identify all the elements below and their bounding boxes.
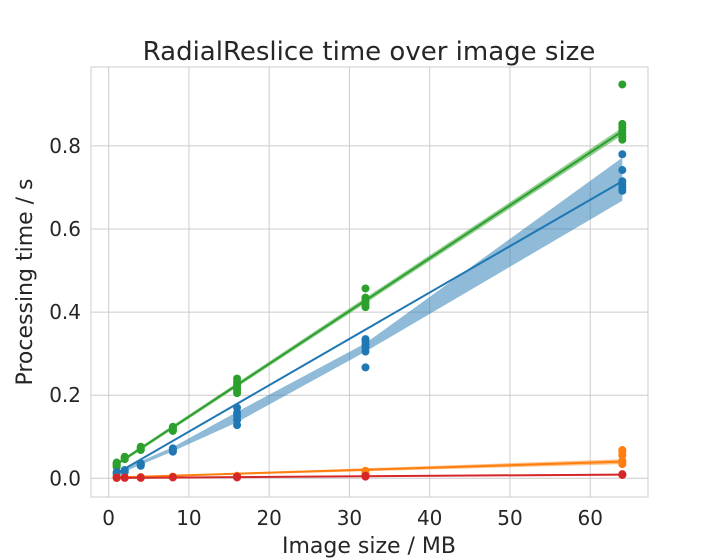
data-point — [136, 459, 145, 468]
data-point — [618, 80, 627, 89]
data-point — [233, 472, 242, 481]
data-point — [361, 363, 370, 372]
data-point — [120, 452, 129, 461]
y-tick-label: 0.2 — [49, 383, 81, 407]
x-tick-label: 0 — [102, 506, 115, 530]
data-point — [233, 403, 242, 412]
chart-title: RadialReslice time over image size — [143, 37, 596, 67]
plot-area-background — [90, 66, 649, 498]
data-point — [112, 473, 121, 482]
data-point — [618, 119, 627, 128]
x-tick-label: 10 — [176, 506, 201, 530]
data-point — [618, 177, 627, 186]
fit-lines — [116, 130, 623, 479]
data-point — [136, 473, 145, 482]
data-point — [168, 444, 177, 453]
fit-line-series-1 — [116, 130, 623, 466]
data-point — [361, 284, 370, 293]
fit-line-series-3 — [116, 460, 623, 479]
x-tick-label: 50 — [497, 506, 522, 530]
data-point — [361, 293, 370, 302]
data-point — [120, 473, 129, 482]
data-point — [618, 446, 627, 455]
data-point — [168, 473, 177, 482]
y-tick-label: 0.8 — [49, 134, 81, 158]
data-point — [168, 422, 177, 431]
y-tick-label: 0.4 — [49, 300, 81, 324]
x-tick-label: 30 — [337, 506, 362, 530]
data-point — [361, 471, 370, 480]
grid — [91, 67, 648, 497]
x-tick-labels: 0 10 20 30 40 50 60 — [102, 506, 603, 530]
data-point — [618, 470, 627, 479]
x-tick-label: 40 — [417, 506, 442, 530]
data-point — [120, 466, 129, 474]
data-point — [136, 442, 145, 451]
x-axis-label: Image size / MB — [282, 534, 456, 559]
data-point — [233, 374, 242, 383]
data-point — [618, 150, 627, 159]
data-point — [618, 166, 627, 175]
x-tick-label: 20 — [256, 506, 281, 530]
y-tick-label: 0.0 — [49, 466, 81, 490]
x-tick-label: 60 — [577, 506, 602, 530]
fit-line-series-4 — [116, 473, 623, 479]
y-tick-labels: 0.0 0.2 0.4 0.6 0.8 — [49, 134, 81, 490]
fit-line-series-2 — [116, 180, 623, 475]
data-point — [112, 458, 121, 467]
y-tick-label: 0.6 — [49, 217, 81, 241]
y-axis-label: Processing time / s — [13, 178, 38, 385]
data-point — [361, 335, 370, 344]
data-points — [112, 80, 627, 482]
